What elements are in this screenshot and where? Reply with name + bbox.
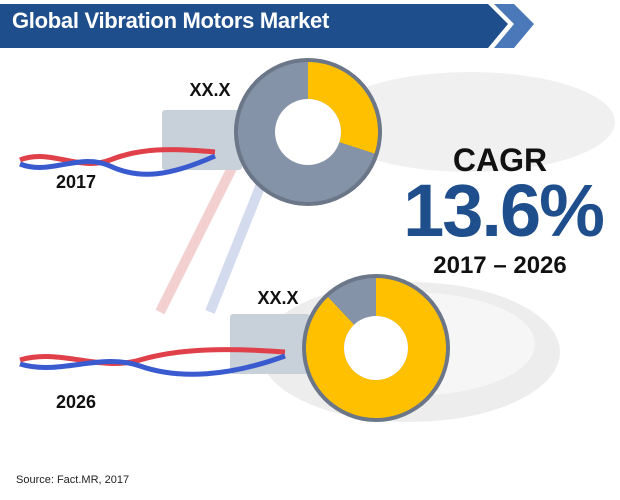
bg-disc-top bbox=[325, 72, 615, 172]
chart-canvas: XX.X 2017 XX.X 2026 bbox=[19, 58, 615, 422]
data-label-2017: XX.X bbox=[189, 80, 230, 100]
wire-blue-2017 bbox=[19, 153, 217, 177]
cagr-value: 13.6% bbox=[403, 169, 605, 252]
wire-red-2017 bbox=[19, 147, 216, 166]
source-note: Source: Fact.MR, 2017 bbox=[16, 474, 130, 486]
year-label-2026: 2026 bbox=[56, 392, 96, 412]
donut-hole-2017 bbox=[275, 99, 341, 165]
title-banner: Global Vibration Motors Market bbox=[0, 0, 620, 52]
cagr-period: 2017 – 2026 bbox=[433, 252, 567, 279]
donut-slice-2017-1 bbox=[238, 62, 375, 202]
banner-shape bbox=[0, 4, 534, 48]
donut-slice-2026-0 bbox=[306, 278, 446, 418]
motor-bracket-2026 bbox=[230, 314, 310, 374]
bg-wire-red bbox=[155, 149, 245, 315]
data-label-2026: XX.X bbox=[257, 288, 298, 308]
page-title: Global Vibration Motors Market bbox=[12, 8, 329, 33]
motor-2026: XX.X 2026 bbox=[19, 274, 450, 422]
donut-slice-2017-0 bbox=[308, 62, 378, 154]
motor-bracket-2017 bbox=[162, 110, 242, 170]
motor-2017: XX.X 2017 bbox=[19, 58, 382, 206]
donut-slice-2026-1 bbox=[328, 278, 376, 325]
wire-red-2026 bbox=[19, 347, 286, 366]
donut-chart-2026 bbox=[302, 274, 450, 422]
wire-blue-2026 bbox=[19, 353, 286, 377]
donut-chart-2017 bbox=[234, 58, 382, 206]
donut-hole-2026 bbox=[344, 316, 408, 380]
year-label-2017: 2017 bbox=[56, 172, 96, 192]
cagr-label: CAGR bbox=[452, 142, 548, 178]
